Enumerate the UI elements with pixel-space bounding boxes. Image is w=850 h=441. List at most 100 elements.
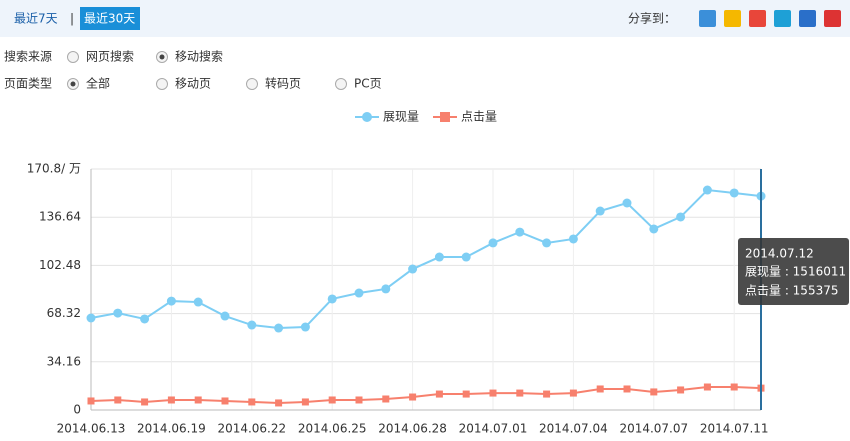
y-tick-label: 136.64 (39, 210, 81, 224)
radio[interactable] (156, 78, 168, 90)
x-tick-label: 2014.06.19 (137, 422, 206, 436)
point (327, 294, 337, 304)
point (543, 390, 551, 398)
point (409, 393, 417, 401)
share-icons (699, 10, 841, 27)
point (275, 399, 283, 407)
point (703, 383, 711, 391)
point (220, 311, 230, 321)
radio[interactable] (246, 78, 258, 90)
point (542, 238, 552, 248)
point (462, 390, 470, 398)
legend-label[interactable]: 点击量 (461, 110, 497, 124)
point (382, 395, 390, 403)
point (221, 397, 229, 405)
point (461, 252, 471, 262)
y-tick-label: 68.32 (47, 306, 81, 320)
legend-marker (440, 112, 450, 122)
tooltip-box (738, 238, 849, 305)
point (702, 185, 712, 195)
share-icon[interactable] (799, 10, 816, 27)
y-tick-label: 34.16 (47, 354, 81, 368)
point (677, 386, 685, 394)
tooltip-title: 2014.07.12 (745, 247, 814, 261)
x-tick-label: 2014.06.13 (57, 422, 126, 436)
radio-label[interactable]: 移动页 (175, 77, 211, 91)
y-tick-label: 0 (73, 403, 81, 417)
point (193, 297, 203, 307)
radio-label[interactable]: 移动搜索 (175, 49, 223, 64)
filter-label: 搜索来源 (4, 49, 52, 64)
share-icon[interactable] (724, 10, 741, 27)
radio-label[interactable]: 全部 (86, 76, 110, 91)
x-tick-label: 2014.07.07 (619, 422, 688, 436)
radio[interactable] (67, 51, 79, 63)
point (650, 388, 658, 396)
radio-dot (70, 81, 76, 87)
share-icon[interactable] (699, 10, 716, 27)
filter-label: 页面类型 (4, 77, 52, 91)
point (194, 396, 202, 404)
point (569, 389, 577, 397)
share-icon[interactable] (824, 10, 841, 27)
point (488, 238, 498, 248)
separator: | (70, 12, 74, 26)
point (355, 396, 363, 404)
point (166, 296, 176, 306)
point (86, 313, 96, 323)
radio-label[interactable]: PC页 (354, 77, 382, 91)
point (435, 390, 443, 398)
radio-label[interactable]: 转码页 (265, 76, 301, 91)
share-label: 分享到： (628, 11, 676, 26)
x-tick-label: 2014.06.22 (217, 422, 286, 436)
tab[interactable]: 最近30天 (84, 12, 135, 26)
x-tick-label: 2014.06.28 (378, 422, 447, 436)
series-line (90, 386, 762, 404)
x-tick-label: 2014.07.01 (459, 422, 528, 436)
point (248, 398, 256, 406)
tab[interactable]: 最近7天 (14, 12, 58, 26)
point (596, 385, 604, 393)
point (729, 188, 739, 198)
point (354, 288, 364, 298)
x-tick-label: 2014.07.11 (700, 422, 769, 436)
point (516, 389, 524, 397)
tooltip-line: 展现量 : 1516011 (745, 265, 846, 279)
x-tick-label: 2014.06.25 (298, 422, 367, 436)
point (408, 264, 418, 274)
point (328, 396, 336, 404)
point (623, 385, 631, 393)
point (301, 398, 309, 406)
point (730, 383, 738, 391)
point (167, 396, 175, 404)
radio[interactable] (335, 78, 347, 90)
point (595, 206, 605, 216)
point (114, 396, 122, 404)
y-tick-label: 170.8/ 万 (27, 162, 81, 176)
legend-marker (362, 112, 372, 122)
point (300, 322, 310, 332)
series-line (90, 188, 762, 330)
share-icon[interactable] (774, 10, 791, 27)
tooltip-line: 点击量 : 155375 (745, 284, 838, 298)
point (113, 308, 123, 318)
point (489, 389, 497, 397)
point (434, 252, 444, 262)
point (649, 224, 659, 234)
point (515, 227, 525, 237)
point (140, 314, 150, 324)
tab-active-bg (80, 7, 140, 30)
share-icon[interactable] (749, 10, 766, 27)
point (568, 234, 578, 244)
point (676, 212, 686, 222)
point (247, 320, 257, 330)
radio-label[interactable]: 网页搜索 (86, 49, 134, 64)
x-tick-label: 2014.07.04 (539, 422, 608, 436)
point (87, 397, 95, 405)
y-tick-label: 102.48 (39, 258, 81, 272)
radio-dot (159, 54, 165, 60)
legend-label[interactable]: 展现量 (383, 110, 419, 124)
point (381, 284, 391, 294)
point (141, 398, 149, 406)
